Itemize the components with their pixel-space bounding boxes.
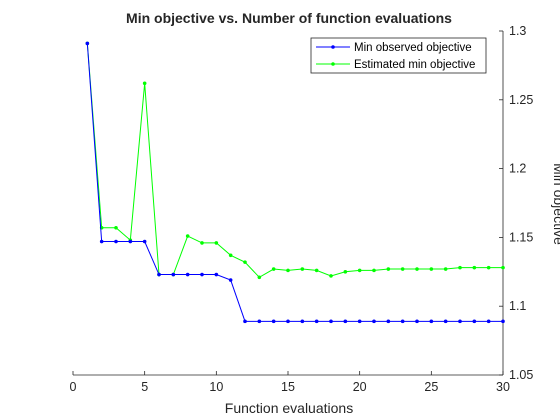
- data-point-estimated: [286, 268, 290, 273]
- x-tick-label: 25: [424, 380, 438, 394]
- legend-label-estimated: Estimated min objective: [354, 59, 475, 71]
- x-tick-label: 15: [281, 380, 295, 394]
- x-tick-label: 5: [141, 380, 148, 394]
- y-tick-label: 1.25: [509, 93, 533, 107]
- data-point-estimated: [400, 267, 405, 271]
- data-point-estimated: [314, 268, 319, 273]
- data-point-estimated: [458, 265, 462, 270]
- data-point-observed: [443, 319, 448, 324]
- y-tick-label: 1.15: [509, 230, 533, 244]
- data-point-observed: [343, 319, 348, 324]
- data-point-observed: [501, 319, 505, 324]
- data-point-observed: [486, 319, 491, 324]
- legend: Min observed objective Estimated min obj…: [310, 37, 487, 74]
- data-point-observed: [214, 272, 219, 277]
- x-axis-label: Function evaluations: [225, 400, 353, 416]
- data-point-observed: [243, 319, 247, 324]
- data-point-estimated: [329, 274, 333, 278]
- legend-marker-estimated: [331, 62, 335, 66]
- y-axis-label: Min objective: [551, 163, 560, 245]
- data-point-estimated: [443, 267, 448, 271]
- x-tick-label: 30: [496, 380, 510, 394]
- legend-label-observed: Min observed objective: [354, 42, 472, 54]
- data-point-observed: [99, 239, 104, 244]
- data-point-estimated: [185, 234, 190, 238]
- data-point-estimated: [386, 267, 391, 271]
- y-tick-label: 1.3: [509, 24, 526, 38]
- y-tick-label: 1.1: [509, 299, 526, 313]
- x-tick-label: 20: [353, 380, 367, 394]
- data-point-observed: [472, 319, 477, 324]
- legend-marker-observed: [331, 45, 335, 49]
- data-point-observed: [128, 239, 133, 244]
- data-point-estimated: [486, 265, 491, 270]
- chart-title: Min objective vs. Number of function eva…: [126, 10, 452, 26]
- y-tick-label: 1.2: [509, 162, 526, 176]
- data-point-estimated: [472, 265, 477, 270]
- axes-box: [73, 31, 504, 376]
- data-point-estimated: [243, 260, 247, 264]
- data-point-observed: [85, 41, 90, 46]
- data-point-estimated: [357, 268, 362, 273]
- data-point-observed: [200, 272, 204, 277]
- data-point-estimated: [228, 253, 233, 258]
- data-point-observed: [386, 319, 391, 324]
- data-point-estimated: [271, 267, 276, 271]
- data-point-estimated: [200, 241, 204, 245]
- legend-box: [310, 37, 487, 74]
- data-point-observed: [314, 319, 319, 324]
- data-point-estimated: [300, 267, 305, 271]
- data-point-observed: [157, 272, 161, 277]
- data-point-estimated: [429, 267, 434, 271]
- data-point-estimated: [501, 265, 505, 270]
- data-point-observed: [357, 319, 362, 324]
- data-point-estimated: [372, 268, 376, 273]
- y-tick-label: 1.05: [509, 368, 533, 382]
- data-point-observed: [185, 272, 190, 277]
- data-point-observed: [228, 278, 233, 282]
- data-point-observed: [142, 239, 147, 244]
- data-point-estimated: [214, 241, 219, 245]
- data-point-observed: [286, 319, 290, 324]
- data-point-estimated: [114, 225, 118, 230]
- tick-marks: [72, 30, 504, 376]
- data-point-observed: [372, 319, 376, 324]
- data-point-estimated: [142, 81, 147, 86]
- series-layer: [85, 41, 505, 324]
- data-point-observed: [114, 239, 118, 244]
- data-point-estimated: [257, 275, 262, 280]
- x-tick-label: 10: [209, 380, 223, 394]
- data-point-observed: [458, 319, 462, 324]
- data-point-observed: [329, 319, 333, 324]
- series-line-estimated: [86, 43, 503, 278]
- data-point-observed: [429, 319, 434, 324]
- data-point-observed: [400, 319, 405, 324]
- data-point-estimated: [343, 270, 348, 274]
- data-point-observed: [171, 272, 176, 277]
- data-point-estimated: [415, 267, 419, 271]
- data-point-observed: [257, 319, 262, 324]
- x-tick-label: 0: [70, 380, 77, 394]
- series-line-observed: [86, 43, 503, 322]
- data-point-observed: [415, 319, 419, 324]
- data-point-observed: [271, 319, 276, 324]
- data-point-observed: [300, 319, 305, 324]
